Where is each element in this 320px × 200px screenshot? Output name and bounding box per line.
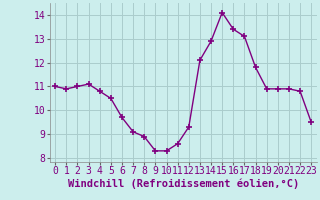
X-axis label: Windchill (Refroidissement éolien,°C): Windchill (Refroidissement éolien,°C) xyxy=(68,179,299,189)
